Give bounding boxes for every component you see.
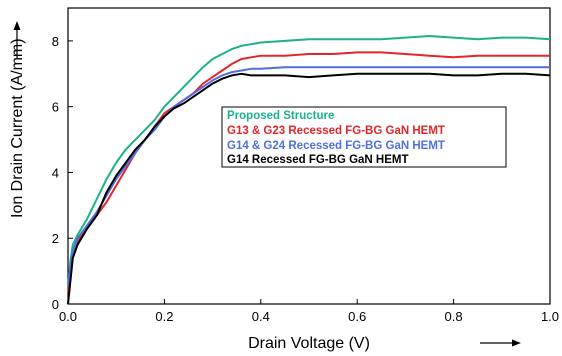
series-group [67, 35, 551, 305]
plot-area [67, 7, 551, 305]
x-tick-label: 0.4 [252, 309, 270, 324]
y-tick-label: 2 [52, 231, 59, 246]
legend-box [221, 106, 507, 168]
series-line-proposed [67, 35, 551, 288]
legend-label-g14: G14 Recessed FG-BG GaN HEMT [227, 154, 409, 166]
y-tick-label: 6 [52, 100, 59, 115]
series-line-g14 [67, 72, 551, 305]
x-tick-label: 1.0 [541, 309, 559, 324]
series-line-g13-g23 [67, 51, 550, 295]
x-tick-label: 0.6 [348, 309, 366, 324]
y-axis-title: Ion Drain Current (A/mm) [9, 38, 26, 218]
x-axis-title: Drain Voltage (V) [248, 335, 370, 352]
y-tick-label: 4 [52, 165, 59, 180]
legend-label-g13-g23: G13 & G23 Recessed FG-BG GaN HEMT [227, 125, 445, 137]
axis-ticks: 0.0 0.2 0.4 0.6 0.8 1.0 0 2 4 6 8 [52, 34, 559, 324]
x-tick-label: 0.8 [445, 309, 463, 324]
series-line-g14-g24 [67, 66, 550, 285]
y-tick-label: 0 [52, 297, 59, 312]
legend-label-g14-g24: G14 & G24 Recessed FG-BG GaN HEMT [227, 140, 445, 152]
y-axis-arrow-icon [13, 21, 21, 58]
plot-frame [67, 7, 551, 305]
legend: Proposed Structure G13 & G23 Recessed FG… [221, 106, 507, 168]
x-tick-label: 0.0 [59, 309, 77, 324]
x-axis-arrow-icon [480, 339, 521, 347]
legend-label-proposed: Proposed Structure [227, 110, 334, 122]
y-tick-label: 8 [52, 34, 59, 49]
x-tick-label: 0.2 [155, 309, 173, 324]
